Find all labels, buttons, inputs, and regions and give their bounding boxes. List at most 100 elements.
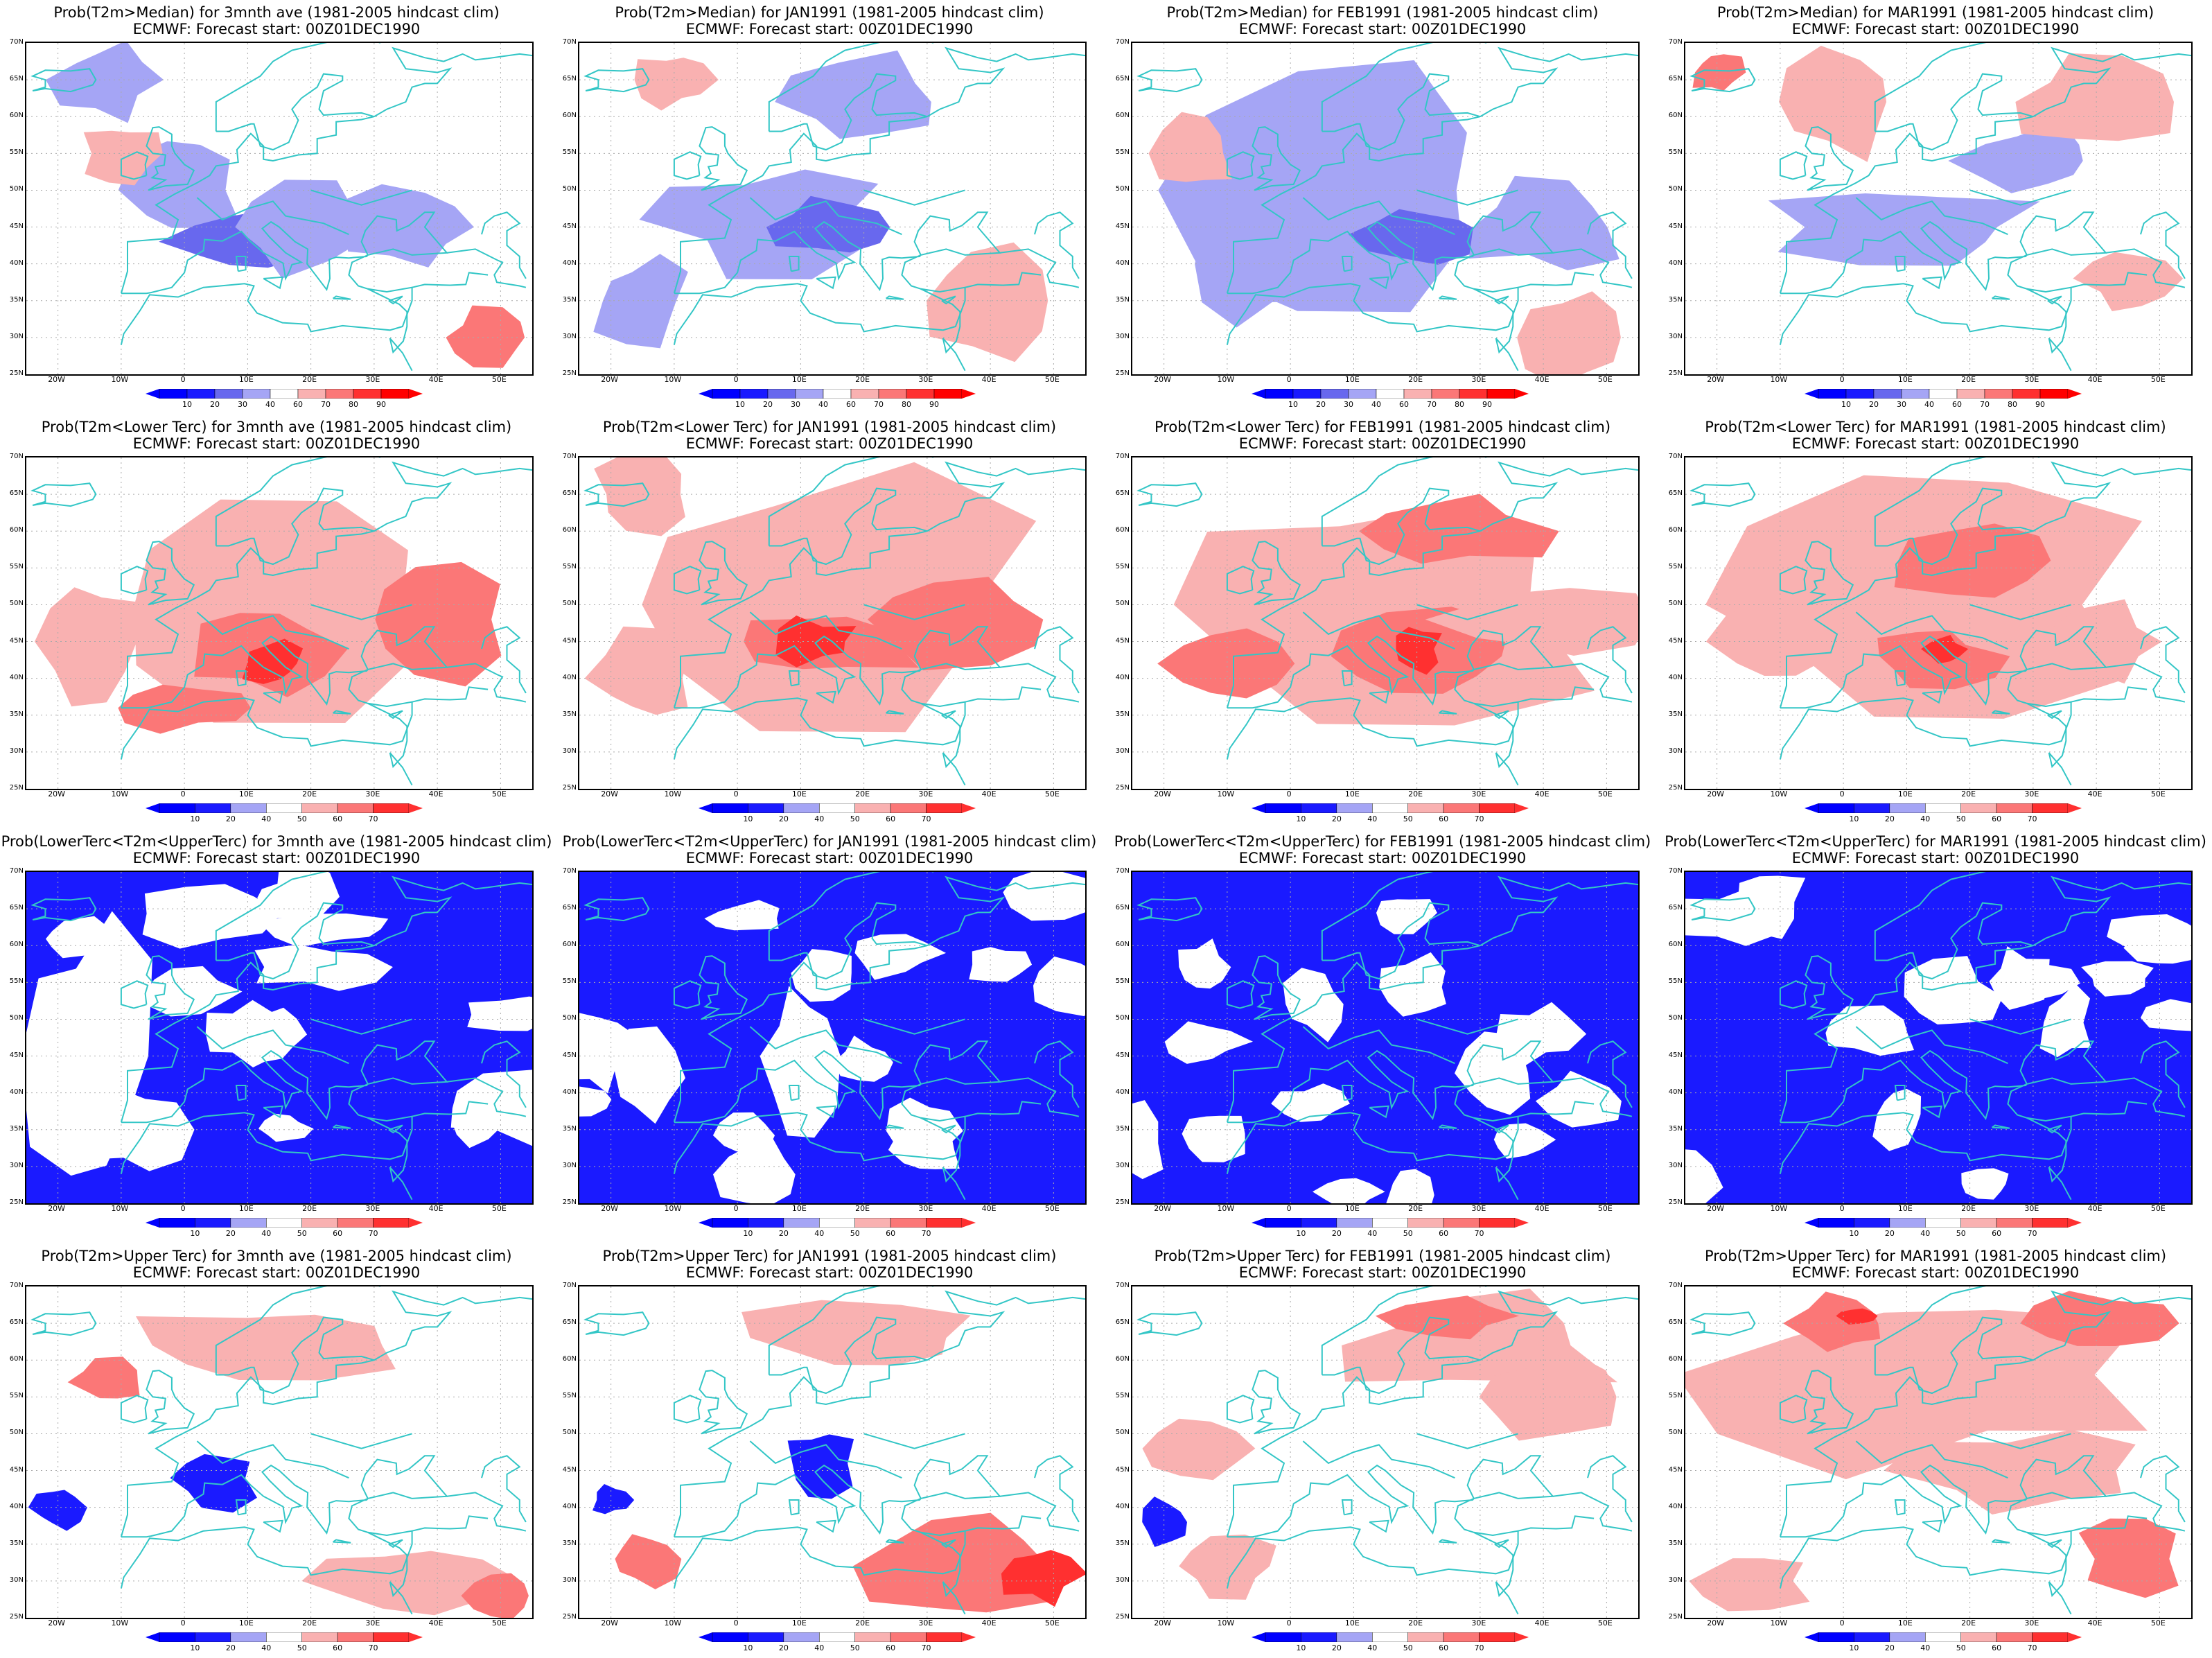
- colorbar-segment: [1901, 389, 1930, 399]
- coastline: [699, 541, 748, 606]
- latitude-label: 55N: [1668, 1392, 1683, 1400]
- coastline: [1779, 566, 1808, 595]
- prob-contour: [852, 1512, 1049, 1613]
- colorbar-label: 30: [1344, 400, 1353, 409]
- latitude-label: 40N: [1115, 673, 1130, 681]
- coastline: [699, 1370, 748, 1435]
- prob-contour: [1894, 523, 2051, 598]
- coastline: [965, 1515, 1042, 1532]
- white-gap: [713, 1137, 796, 1203]
- colorbar-segment: [159, 389, 188, 399]
- coastline: [1992, 295, 2010, 300]
- prob-contour: [615, 1534, 682, 1589]
- panel-title: Prob(T2m>Median) for FEB1991 (1981-2005 …: [1166, 4, 1599, 21]
- colorbar-label: 10: [190, 814, 200, 823]
- coastline: [941, 710, 956, 719]
- probability-map: [579, 872, 1085, 1203]
- white-gap: [1872, 1088, 1922, 1151]
- coastline: [1226, 1455, 1554, 1589]
- colorbar-label: 10: [743, 814, 753, 823]
- prob-contour: [594, 457, 685, 536]
- colorbar-segment: [337, 803, 374, 813]
- colorbar-segment: [906, 389, 935, 399]
- coastline: [673, 945, 928, 1123]
- coastline: [215, 872, 380, 961]
- prob-contour: [1342, 1289, 1618, 1383]
- colorbar-segment: [819, 1632, 855, 1642]
- panel-subtitle: ECMWF: Forecast start: 00Z01DEC1990: [132, 1264, 421, 1281]
- longitude-label: 30E: [1471, 1204, 1486, 1213]
- forecast-panel: Prob(LowerTerc<T2m<UpperTerc) for JAN199…: [553, 829, 1106, 1244]
- colorbar-segment: [819, 1218, 855, 1228]
- latitude-label: 30N: [1115, 1576, 1130, 1584]
- colorbar-arrow-left: [146, 389, 159, 399]
- colorbar-segment: [1265, 1218, 1301, 1228]
- coastline: [1855, 197, 2008, 236]
- latitude-label: 65N: [1668, 75, 1683, 83]
- longitude-label: 30E: [2024, 375, 2039, 384]
- latitude-label: 65N: [1115, 489, 1130, 498]
- latitude-label: 65N: [562, 1318, 577, 1327]
- prob-contour: [634, 58, 719, 111]
- white-gap: [791, 949, 852, 1002]
- coastline: [263, 1105, 283, 1119]
- white-gap: [760, 986, 841, 1138]
- colorbar-label: 40: [1924, 400, 1934, 409]
- colorbar-label: 50: [297, 1229, 307, 1238]
- colorbar-segment: [230, 1218, 267, 1228]
- coastline: [583, 68, 650, 93]
- colorbar-segment: [1818, 1632, 1854, 1642]
- latitude-label: 40N: [1115, 1088, 1130, 1096]
- coastline: [2140, 1040, 2186, 1108]
- panel-title: Prob(T2m>Upper Terc) for JAN1991 (1981-2…: [602, 1248, 1057, 1264]
- colorbar-segment: [1407, 1218, 1444, 1228]
- longitude-label: 20W: [48, 1618, 66, 1628]
- latitude-label: 55N: [9, 148, 24, 157]
- colorbar-segment: [1336, 803, 1373, 813]
- coastline: [2105, 1492, 2186, 1532]
- coastline: [749, 1026, 902, 1065]
- latitude-label: 45N: [9, 636, 24, 645]
- longitude-label: 10W: [111, 1204, 129, 1213]
- latitude-label: 30N: [562, 747, 577, 755]
- longitude-label: 10E: [1344, 375, 1360, 384]
- latitude-label: 30N: [1115, 747, 1130, 755]
- latitude-label: 50N: [9, 1014, 24, 1022]
- colorbar-segment: [270, 389, 299, 399]
- coastline: [2033, 875, 2191, 947]
- panel-subtitle: ECMWF: Forecast start: 00Z01DEC1990: [132, 850, 421, 866]
- latitude-label: 55N: [1115, 148, 1130, 157]
- coastline: [374, 461, 532, 532]
- white-gap: [142, 884, 282, 949]
- colorbar-segment: [850, 389, 879, 399]
- coastline: [146, 1370, 195, 1435]
- longitude-label: 10W: [664, 375, 682, 384]
- longitude-label: 20E: [1961, 1618, 1976, 1628]
- forecast-panel: Prob(T2m>Upper Terc) for 3mnth ave (1981…: [0, 1244, 553, 1658]
- colorbar-label: 20: [225, 814, 236, 823]
- coastline: [388, 710, 403, 719]
- coastline: [1439, 710, 1457, 715]
- latitude-label: 65N: [1115, 75, 1130, 83]
- colorbar-label: 80: [2008, 400, 2017, 409]
- coastline: [1922, 690, 1942, 704]
- colorbar-label: 80: [1455, 400, 1464, 409]
- coastline: [2033, 1290, 2191, 1361]
- latitude-label: 40N: [562, 259, 577, 267]
- white-gap: [258, 1113, 314, 1142]
- coastline: [768, 43, 933, 132]
- coastline: [235, 1085, 247, 1101]
- coastline: [367, 288, 413, 372]
- latitude-label: 70N: [9, 453, 24, 460]
- coastline: [1855, 611, 2008, 650]
- white-gap: [1033, 957, 1085, 1017]
- colorbar-label: 60: [886, 1229, 896, 1238]
- white-gap: [579, 1013, 632, 1047]
- latitude-label: 30N: [9, 332, 24, 340]
- coastline: [1341, 1499, 1353, 1516]
- longitude-label: 10W: [111, 375, 129, 384]
- colorbar-segment: [301, 803, 338, 813]
- prob-contour: [741, 1300, 971, 1365]
- colorbar-segment: [337, 1218, 374, 1228]
- longitude-label: 30E: [918, 1204, 933, 1213]
